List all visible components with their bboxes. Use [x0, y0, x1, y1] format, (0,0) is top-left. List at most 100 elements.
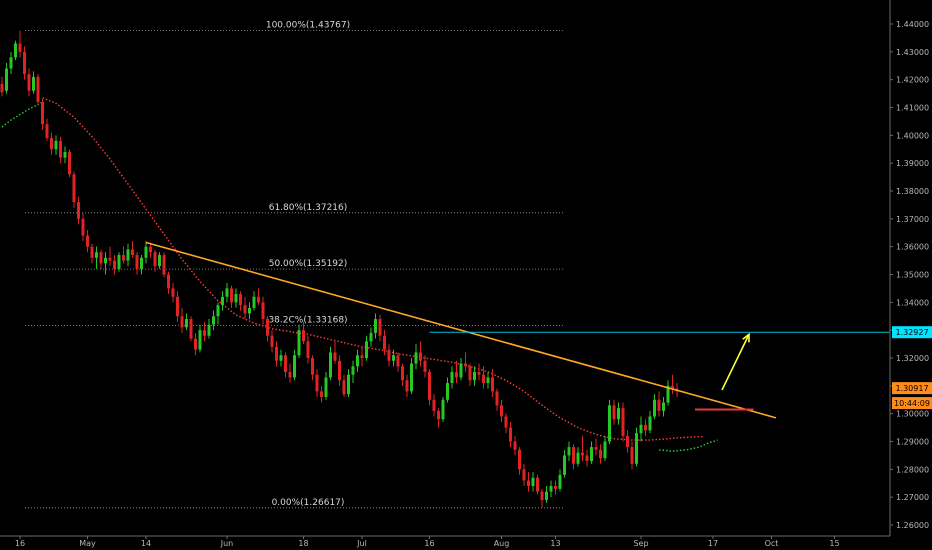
candle-body	[248, 307, 251, 314]
fib-level-label: 50.00%(1.35192)	[269, 259, 348, 269]
price-tick-label[interactable]: 1.26000	[896, 521, 929, 530]
candle-body	[545, 491, 548, 500]
candle-body	[338, 360, 341, 381]
candle-body	[221, 296, 224, 306]
candle-body	[635, 433, 638, 464]
time-tick-label[interactable]: 16	[424, 539, 434, 548]
fib-level-label: 38.2C%(1.33168)	[268, 315, 347, 325]
price-tick-label[interactable]: 1.42000	[896, 76, 929, 85]
fib-level-label: 0.00%(1.26617)	[272, 498, 345, 508]
candle-body	[0, 83, 4, 93]
candle-body	[500, 405, 503, 417]
candle-body	[657, 399, 661, 411]
time-tick-label[interactable]: Jun	[220, 539, 234, 548]
candle-body	[392, 355, 395, 361]
candle-body	[162, 255, 166, 275]
price-tick-label[interactable]: 1.32000	[896, 354, 929, 363]
projection-arrow-head[interactable]	[742, 332, 750, 343]
time-tick-label[interactable]: Aug	[494, 539, 510, 548]
projection-arrow-shaft[interactable]	[721, 333, 750, 391]
price-tick-label[interactable]: 1.36000	[896, 243, 929, 252]
price-tick-label[interactable]: 1.43000	[896, 48, 929, 57]
fib-level-label: 100.00%(1.43767)	[266, 20, 350, 30]
candle-body	[261, 302, 265, 320]
price-tags: 1.32927 1.30917 10:44:09	[892, 326, 932, 410]
candle-body	[648, 416, 652, 431]
candle-body	[459, 363, 463, 378]
price-tag-label: 1.30917	[895, 384, 928, 393]
price-tick-label[interactable]: 1.28000	[896, 465, 929, 474]
price-tick-label[interactable]: 1.44000	[896, 20, 929, 29]
time-tick-label[interactable]: 18	[298, 539, 308, 548]
candle-body	[644, 424, 647, 431]
candle-body	[554, 486, 557, 489]
candle-body	[446, 383, 449, 400]
candle-body	[540, 491, 544, 500]
time-tick-label[interactable]: 17	[708, 539, 718, 548]
candle-body	[275, 346, 278, 361]
price-tick-label[interactable]: 1.40000	[896, 131, 929, 140]
time-tick-label[interactable]: Jul	[356, 539, 367, 548]
candle-body	[104, 257, 107, 264]
candle-body	[666, 385, 670, 403]
candle-body	[90, 246, 94, 258]
candle-body	[140, 257, 143, 269]
price-tag-label: 1.32927	[895, 328, 928, 337]
candle-body	[563, 455, 566, 475]
candle-body	[270, 335, 274, 347]
candle-body	[509, 427, 512, 442]
candle-body	[86, 235, 89, 247]
price-tick-label[interactable]: 1.30000	[896, 410, 929, 419]
candle-body	[621, 408, 625, 436]
candle-body	[302, 330, 305, 342]
candle-body	[599, 449, 602, 459]
candle-body	[59, 140, 62, 158]
time-tick-label[interactable]: 13	[550, 539, 560, 548]
price-tick-label[interactable]: 1.27000	[896, 493, 929, 502]
candle-body	[630, 447, 634, 464]
price-tick-label[interactable]: 1.41000	[896, 104, 929, 113]
time-tick-label[interactable]: 14	[141, 539, 151, 548]
candle-body	[405, 380, 409, 392]
candle-body	[531, 477, 535, 487]
price-tick-label[interactable]: 1.39000	[896, 159, 929, 168]
price-tag	[892, 397, 932, 410]
candle-body	[329, 352, 332, 378]
price-tick-label[interactable]: 1.38000	[896, 187, 929, 196]
drawings[interactable]	[145, 241, 890, 419]
time-tick-label[interactable]: Sep	[633, 539, 648, 548]
price-tick-label[interactable]: 1.29000	[896, 438, 929, 447]
candle-body	[216, 305, 220, 317]
candle-body	[441, 399, 445, 420]
candle-body	[527, 480, 530, 487]
candle-body	[653, 399, 656, 417]
candle-body	[9, 57, 13, 69]
moving-average-line	[658, 439, 718, 452]
time-tick-label[interactable]: 16	[15, 539, 25, 548]
time-tick-label[interactable]: 15	[829, 539, 839, 548]
candle-body	[225, 288, 229, 297]
descending-trendline[interactable]	[145, 241, 777, 419]
time-tick-label[interactable]: Oct	[765, 539, 779, 548]
price-tick-label[interactable]: 1.35000	[896, 271, 929, 280]
price-tick-label[interactable]: 1.34000	[896, 298, 929, 307]
candle-body	[356, 355, 359, 367]
candle-body	[513, 441, 517, 450]
candle-body	[171, 288, 175, 297]
candle-body	[477, 371, 481, 375]
candle-body	[212, 316, 215, 325]
candle-body	[369, 332, 373, 342]
candle-body	[558, 474, 562, 489]
candle-body	[455, 371, 458, 378]
candle-body	[77, 202, 80, 219]
candle-body	[365, 341, 368, 358]
price-tick-label[interactable]: 1.37000	[896, 215, 929, 224]
time-tick-label[interactable]: May	[79, 539, 96, 548]
candle-body	[468, 366, 472, 381]
candle-body	[473, 371, 476, 381]
indicator-lines	[1, 97, 718, 452]
candle-body	[608, 405, 611, 442]
